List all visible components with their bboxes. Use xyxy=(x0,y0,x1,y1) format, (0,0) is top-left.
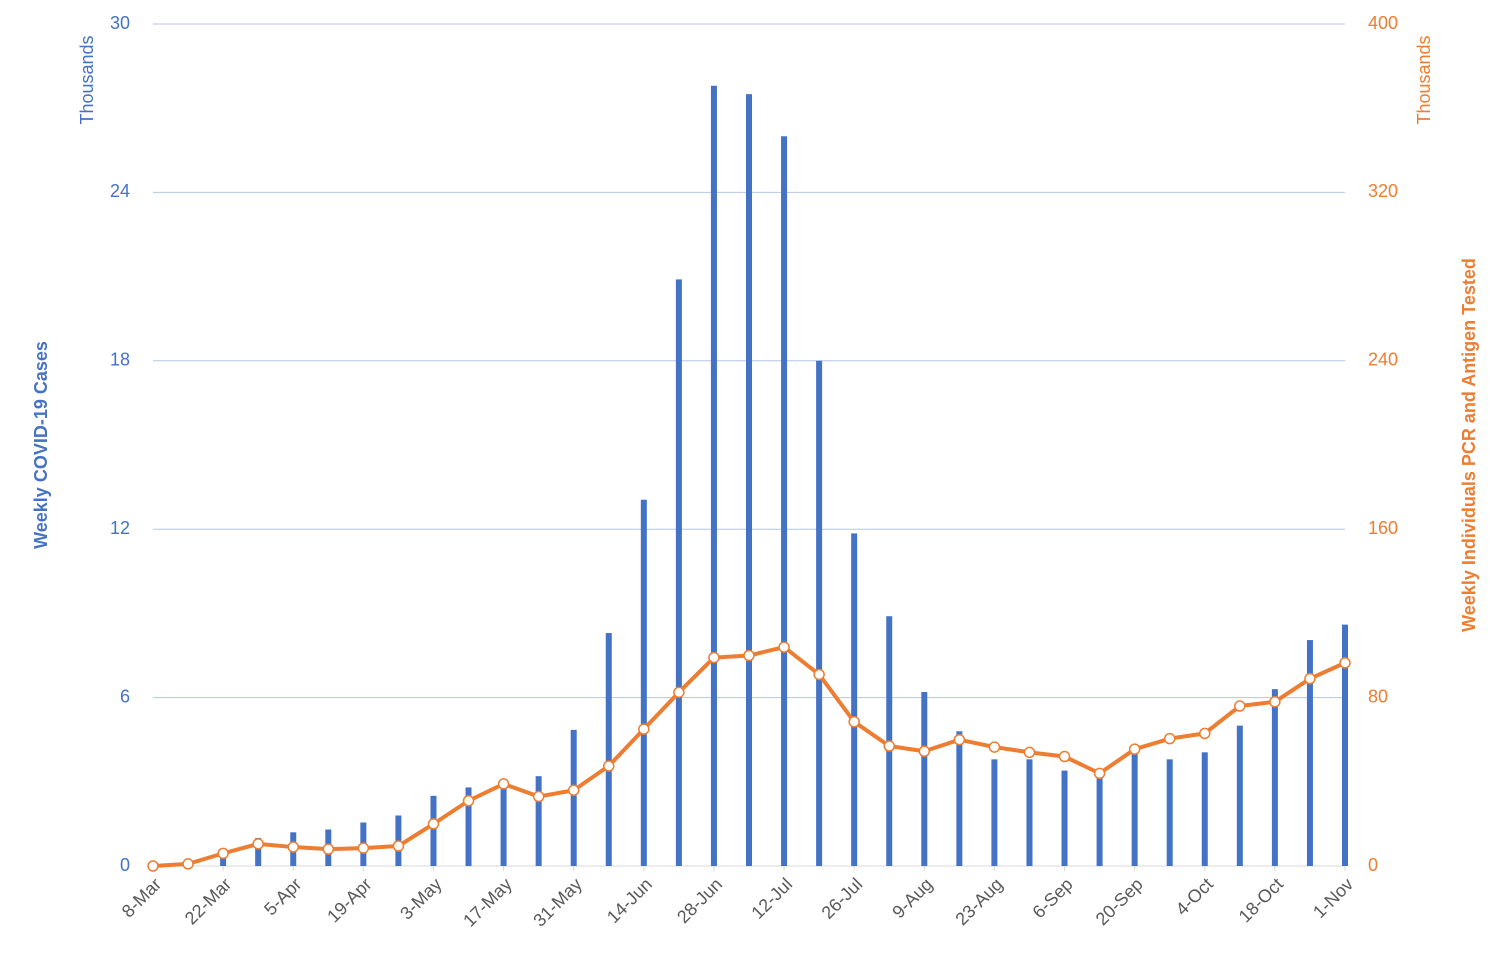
bar xyxy=(781,136,788,866)
line-marker xyxy=(778,641,790,653)
line-marker xyxy=(1128,743,1141,755)
line-marker xyxy=(708,651,720,664)
y-axis-unit: Thousands xyxy=(77,35,97,124)
y-tick-label: 24 xyxy=(110,181,130,201)
x-tick-label: 1-Nov xyxy=(1309,874,1357,922)
bar xyxy=(956,731,963,866)
bar xyxy=(1061,770,1068,866)
line-marker xyxy=(497,778,510,790)
line-marker xyxy=(638,723,650,735)
line-marker xyxy=(252,838,264,850)
x-tick-label: 26-Jul xyxy=(818,874,867,923)
x-tick-label: 18-Oct xyxy=(1235,874,1287,926)
line-marker xyxy=(392,840,405,852)
line-marker xyxy=(1093,767,1106,780)
x-tick-label: 23-Aug xyxy=(951,874,1006,929)
bar xyxy=(640,499,647,866)
bar xyxy=(921,691,928,866)
y-tick-label: 30 xyxy=(110,13,130,33)
bar xyxy=(675,279,682,866)
y-tick-label: 18 xyxy=(110,350,130,370)
x-tick-label: 6-Sep xyxy=(1029,874,1077,922)
bar xyxy=(710,85,717,867)
line-marker xyxy=(1339,657,1351,669)
bar xyxy=(500,778,507,866)
line-marker xyxy=(1058,750,1071,763)
line-marker xyxy=(848,716,860,728)
y2-tick-label: 0 xyxy=(1368,855,1378,875)
y2-axis-unit: Thousands xyxy=(1414,35,1434,124)
bar xyxy=(1166,759,1173,866)
line-marker xyxy=(287,841,299,853)
line-marker xyxy=(988,741,1001,753)
line-marker xyxy=(1023,746,1036,759)
bar xyxy=(851,533,858,866)
x-tick-label: 22-Mar xyxy=(181,874,235,928)
x-tick-label: 28-Jun xyxy=(673,874,726,927)
line-marker xyxy=(918,745,931,758)
bar xyxy=(255,837,262,866)
line-marker xyxy=(1304,672,1316,685)
bar xyxy=(816,360,823,866)
x-tick-label: 3-May xyxy=(396,874,446,924)
x-tick-label: 5-Apr xyxy=(260,874,305,919)
bar xyxy=(1271,689,1278,866)
bar xyxy=(746,94,752,866)
bar xyxy=(465,787,472,866)
x-tick-label: 19-Apr xyxy=(323,874,375,926)
bar xyxy=(430,795,437,866)
line-marker xyxy=(953,733,966,746)
line-marker xyxy=(182,858,194,870)
bar xyxy=(1306,640,1313,866)
y-tick-label: 0 xyxy=(120,855,130,875)
line-marker xyxy=(1269,696,1281,708)
bar xyxy=(1201,752,1208,866)
bar xyxy=(1131,753,1138,866)
line-marker xyxy=(673,686,685,699)
x-tick-label: 20-Sep xyxy=(1092,874,1147,929)
y2-axis-title: Weekly Individuals PCR and Antigen Teste… xyxy=(1459,258,1479,632)
x-tick-label: 14-Jun xyxy=(603,874,656,927)
x-tick-label: 4-Oct xyxy=(1172,874,1217,919)
bar xyxy=(535,776,542,866)
bar xyxy=(605,633,612,866)
y2-tick-label: 400 xyxy=(1368,13,1398,33)
x-tick-label: 12-Jul xyxy=(747,874,796,923)
line-marker xyxy=(147,860,159,872)
y2-tick-label: 320 xyxy=(1368,181,1398,201)
line-marker xyxy=(427,818,440,830)
bar xyxy=(991,759,998,866)
x-tick-label: 9-Aug xyxy=(888,874,936,922)
y-tick-label: 12 xyxy=(110,518,130,538)
line-marker xyxy=(883,740,895,752)
line-marker xyxy=(603,760,615,772)
bar xyxy=(1026,759,1033,866)
bar xyxy=(570,729,577,866)
y2-tick-label: 160 xyxy=(1368,518,1398,538)
x-tick-label: 17-May xyxy=(459,874,516,931)
line-marker xyxy=(813,668,825,681)
line-marker xyxy=(1234,700,1246,712)
line-marker xyxy=(322,843,335,855)
y2-tick-label: 80 xyxy=(1368,686,1388,706)
bar xyxy=(1096,776,1103,866)
line-marker xyxy=(1163,732,1176,745)
y-axis-title: Weekly COVID-19 Cases xyxy=(31,341,51,549)
line-marker xyxy=(1199,727,1211,740)
x-tick-label: 31-May xyxy=(529,874,586,931)
y2-tick-label: 240 xyxy=(1368,350,1398,370)
line-marker xyxy=(357,842,370,854)
line-marker xyxy=(462,794,475,807)
y-tick-label: 6 xyxy=(120,686,130,706)
x-tick-label: 8-Mar xyxy=(118,874,165,921)
line-marker xyxy=(532,790,545,803)
line-marker xyxy=(217,847,229,860)
line-marker xyxy=(743,649,755,662)
bar xyxy=(1236,725,1243,866)
line-marker xyxy=(567,784,580,796)
bar xyxy=(1342,624,1348,866)
